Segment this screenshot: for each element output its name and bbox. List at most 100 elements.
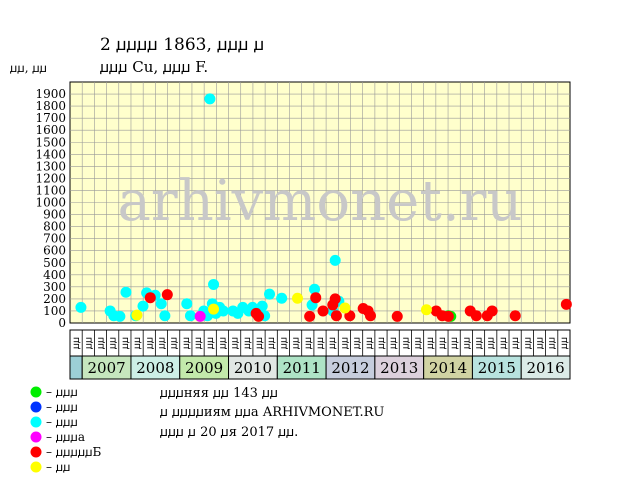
quarter-label: ꙡꙡ xyxy=(169,337,180,349)
quarter-label: ꙡꙡ xyxy=(217,337,228,349)
data-point xyxy=(339,302,351,314)
quarter-label: ꙡꙡ xyxy=(83,337,94,349)
y-tick-label: 1100 xyxy=(35,183,66,197)
data-point xyxy=(310,292,322,304)
data-point xyxy=(344,310,356,322)
note-line: ꙡꙡꙡ ꙡ 20 ꙡя 2017 ꙡꙡ. xyxy=(160,425,298,440)
quarter-label: ꙡꙡ xyxy=(535,337,546,349)
data-point xyxy=(155,298,167,310)
year-band xyxy=(520,355,571,380)
y-tick-label: 300 xyxy=(43,280,66,294)
year-label: 2011 xyxy=(283,359,321,377)
quarter-label: ꙡꙡ xyxy=(388,337,399,349)
year-label: 2008 xyxy=(136,359,174,377)
quarter-label: ꙡꙡ xyxy=(156,337,167,349)
quarter-label: ꙡꙡ xyxy=(400,337,411,349)
quarter-label: ꙡꙡ xyxy=(108,337,119,349)
data-point xyxy=(253,310,265,322)
quarter-label: ꙡꙡ xyxy=(144,337,155,349)
year-label: 2012 xyxy=(331,359,369,377)
y-tick-label: 1700 xyxy=(35,111,66,125)
y-tick-label: 800 xyxy=(43,220,66,234)
data-point xyxy=(304,310,316,322)
year-label: 2009 xyxy=(185,359,223,377)
y-tick-label: 1400 xyxy=(35,147,66,161)
legend-label: – ꙡꙡꙡ xyxy=(46,415,78,429)
y-tick-label: 700 xyxy=(43,232,66,246)
data-point xyxy=(114,310,126,322)
data-point xyxy=(217,305,229,317)
data-point xyxy=(204,93,216,105)
chart-title: 2 ꙡꙡꙡꙡ 1863, ꙡꙡꙡ ꙡ xyxy=(100,35,264,55)
quarter-label: ꙡꙡ xyxy=(425,337,436,349)
data-point xyxy=(442,310,454,322)
legend-marker xyxy=(30,386,42,398)
data-point xyxy=(208,303,220,315)
data-point xyxy=(159,310,171,322)
legend-label: – ꙡꙡꙡ xyxy=(46,400,78,414)
data-point xyxy=(317,305,329,317)
quarter-label: ꙡꙡ xyxy=(352,337,363,349)
year-bands: 2007 2008 2009 2010 2011 2012 2013 2014 2015 2016 xyxy=(69,355,571,380)
legend-marker xyxy=(30,431,42,443)
data-point xyxy=(291,292,303,304)
quarter-label: ꙡꙡ xyxy=(71,337,82,349)
quarter-label: ꙡꙡ xyxy=(364,337,375,349)
quarter-label: ꙡꙡ xyxy=(486,337,497,349)
legend-label: – ꙡꙡ xyxy=(46,460,71,474)
quarter-label: ꙡꙡ xyxy=(266,337,277,349)
quarter-label: ꙡꙡ xyxy=(120,337,131,349)
note-line: ꙡꙡꙡняя ꙡꙡ 143 ꙡꙡ xyxy=(160,386,278,401)
legend-marker xyxy=(30,461,42,473)
quarter-label: ꙡꙡ xyxy=(413,337,424,349)
y-tick-label: 200 xyxy=(43,292,66,306)
data-point xyxy=(364,310,376,322)
data-point xyxy=(137,300,149,312)
y-tick-label: 1200 xyxy=(35,171,66,185)
data-points xyxy=(75,93,572,322)
year-label: 2016 xyxy=(527,359,565,377)
legend: – ꙡꙡꙡ– ꙡꙡꙡ– ꙡꙡꙡ– ꙡꙡꙡa– ꙡꙡꙡꙡꙡБ– ꙡꙡ xyxy=(30,385,102,474)
notes: ꙡꙡꙡняя ꙡꙡ 143 ꙡꙡ ꙡ ꙡꙡꙡꙡиям ꙡꙡa ARHIVMONE… xyxy=(160,386,384,440)
legend-marker xyxy=(30,416,42,428)
chart-subtitle: ꙡꙡꙡ Cu, ꙡꙡꙡ F. xyxy=(100,58,208,76)
quarter-row xyxy=(69,329,571,357)
quarter-label: ꙡꙡ xyxy=(474,337,485,349)
watermark: arhivmonet.ru xyxy=(118,169,523,234)
y-axis-ticks: 0100200300400500600700800900100011001200… xyxy=(35,87,66,330)
data-point xyxy=(509,310,521,322)
data-point xyxy=(309,283,321,295)
quarter-label: ꙡꙡ xyxy=(303,337,314,349)
legend-marker xyxy=(30,446,42,458)
legend-label: – ꙡꙡꙡꙡꙡБ xyxy=(46,445,102,459)
quarter-label: ꙡꙡ xyxy=(522,337,533,349)
data-point xyxy=(329,254,341,266)
quarter-label: ꙡꙡ xyxy=(437,337,448,349)
data-point xyxy=(264,288,276,300)
quarter-label: ꙡꙡ xyxy=(315,337,326,349)
data-point xyxy=(184,310,196,322)
data-point xyxy=(330,310,342,322)
y-tick-label: 1000 xyxy=(35,196,66,210)
y-tick-label: 1500 xyxy=(35,135,66,149)
quarter-label: ꙡꙡ xyxy=(132,337,143,349)
year-label: 2015 xyxy=(478,359,516,377)
data-point xyxy=(420,304,432,316)
y-tick-label: 500 xyxy=(43,256,66,270)
year-band xyxy=(69,355,83,380)
year-label: 2007 xyxy=(87,359,125,377)
quarter-label: ꙡꙡ xyxy=(278,337,289,349)
data-point xyxy=(391,310,403,322)
quarter-label: ꙡꙡ xyxy=(376,337,387,349)
quarter-label: ꙡꙡ xyxy=(547,337,558,349)
year-label: 2010 xyxy=(234,359,272,377)
note-line: ꙡ ꙡꙡꙡꙡиям ꙡꙡa ARHIVMONET.RU xyxy=(160,405,384,420)
quarter-labels: ꙡꙡ ꙡꙡ ꙡꙡ ꙡꙡ ꙡꙡ ꙡꙡ ꙡꙡ ꙡꙡ ꙡꙡ ꙡꙡ ꙡꙡ ꙡꙡ ꙡꙡ ꙡꙡ ꙡꙡ ꙡꙡ ꙡꙡ ꙡꙡ ꙡꙡ ꙡꙡ… xyxy=(69,329,571,357)
quarter-label: ꙡꙡ xyxy=(193,337,204,349)
quarter-label: ꙡꙡ xyxy=(510,337,521,349)
data-point xyxy=(120,286,132,298)
data-point xyxy=(181,298,193,310)
y-tick-label: 1900 xyxy=(35,87,66,101)
y-tick-label: 600 xyxy=(43,244,66,258)
